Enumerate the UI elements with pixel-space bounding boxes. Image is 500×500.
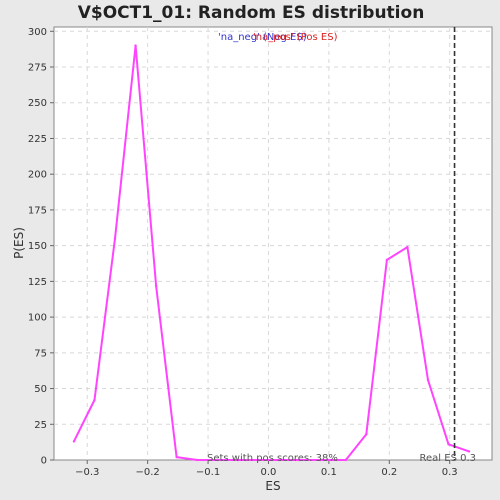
data-point	[154, 284, 158, 287]
y-tick-label: 275	[28, 63, 47, 74]
x-tick-label: −0.3	[75, 467, 99, 478]
y-tick-label: 150	[28, 241, 47, 252]
data-point	[447, 443, 450, 446]
y-tick-label: 225	[28, 134, 47, 145]
data-point	[406, 245, 409, 249]
series-group	[72, 44, 471, 462]
data-point	[467, 450, 471, 453]
x-axis-ticks: −0.3 −0.2 −0.1 0.0 0.1 0.2 0.3	[75, 460, 458, 478]
y-tick-label: 300	[28, 27, 47, 38]
pos-scores-annotation: Sets with pos scores: 38%	[207, 453, 338, 464]
y-tick-label: 50	[34, 384, 47, 395]
data-point	[278, 458, 281, 462]
data-point	[426, 378, 430, 382]
data-point	[72, 440, 76, 443]
gridlines	[54, 27, 492, 460]
y-tick-label: 175	[28, 205, 47, 216]
data-point	[134, 44, 137, 47]
y-tick-label: 25	[34, 420, 47, 431]
data-point	[237, 458, 240, 462]
data-point	[195, 458, 199, 462]
data-point	[175, 455, 178, 459]
x-tick-label: 0.2	[381, 467, 397, 478]
data-point	[216, 458, 219, 462]
data-point	[113, 237, 117, 240]
chart-title: V$OCT1_01: Random ES distribution	[78, 3, 425, 23]
y-tick-label: 200	[28, 170, 47, 181]
x-tick-label: −0.1	[196, 467, 220, 478]
x-tick-label: 0.3	[442, 467, 458, 478]
data-point	[93, 398, 96, 402]
data-point	[365, 433, 368, 436]
y-axis-label: P(ES)	[12, 227, 26, 259]
x-tick-label: −0.2	[135, 467, 159, 478]
data-point	[298, 458, 302, 462]
y-tick-label: 75	[34, 348, 47, 359]
data-point	[385, 258, 389, 262]
y-tick-label: 125	[28, 277, 47, 288]
x-tick-label: 0.1	[321, 467, 337, 478]
plot-area	[53, 26, 493, 461]
x-axis-label: ES	[265, 479, 280, 493]
x-tick-label: 0.0	[261, 467, 277, 478]
series-line	[73, 44, 470, 461]
data-point	[257, 458, 261, 462]
y-tick-label: 250	[28, 98, 47, 109]
data-point	[319, 458, 322, 462]
legend-pos-label: 'na_pos' (Pos ES)	[253, 32, 338, 43]
y-axis-ticks: 0 25 50 75 100 125 150 175 200 225 250 275 300	[28, 27, 54, 467]
y-tick-label: 0	[41, 456, 47, 467]
legend-neg-label: 'na_neg' (Neg ES)	[218, 32, 307, 43]
y-tick-label: 100	[28, 313, 47, 324]
data-point	[344, 458, 347, 462]
real-es-annotation: Real ES 0.3	[420, 453, 476, 464]
